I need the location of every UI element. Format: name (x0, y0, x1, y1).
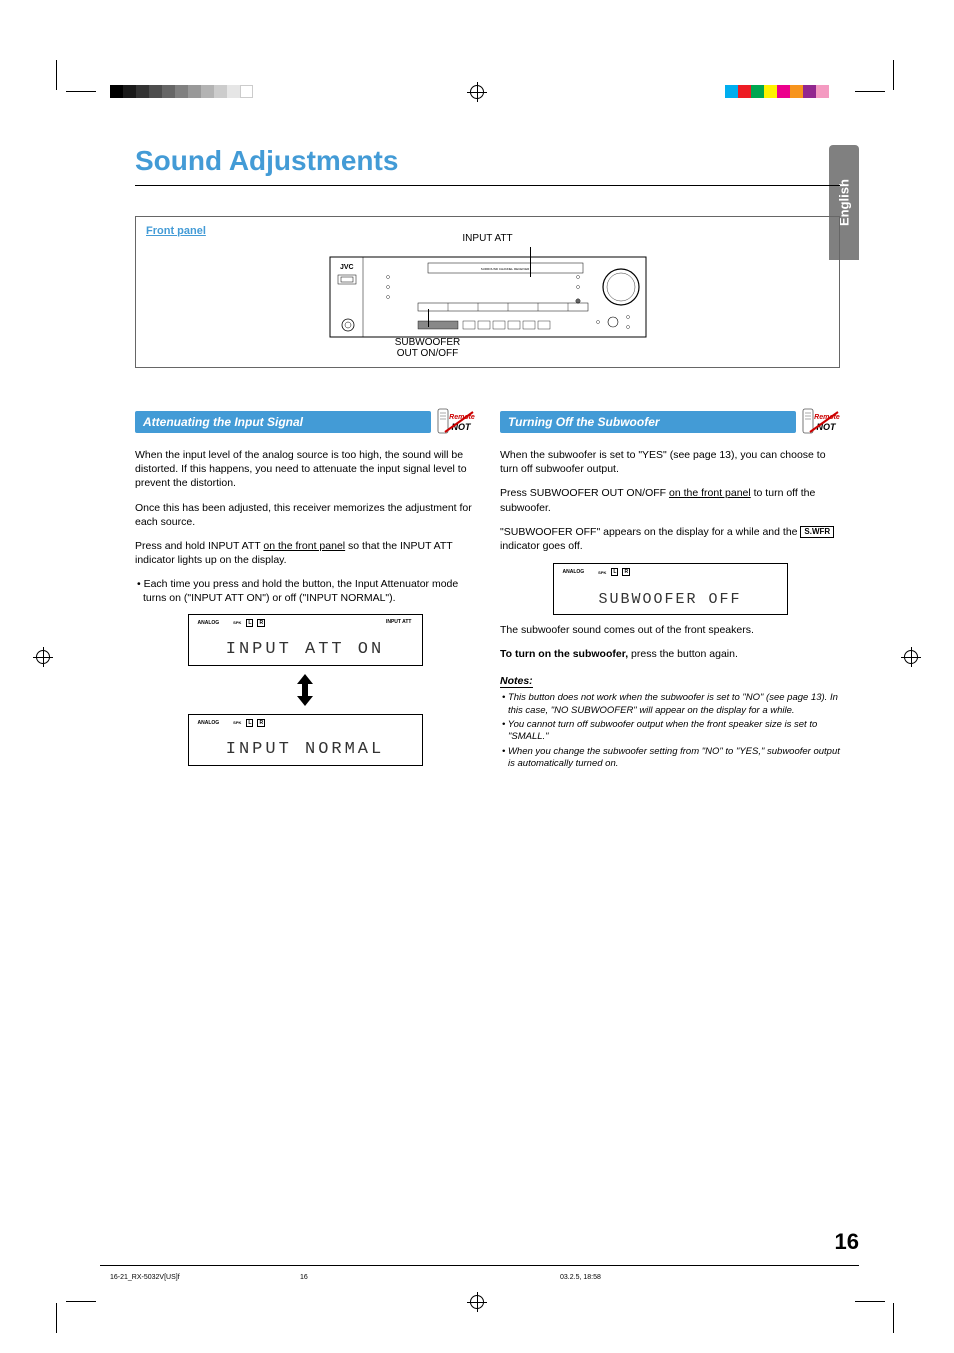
content-area: Sound Adjustments Front panel INPUT ATT … (135, 145, 840, 774)
grayscale-bar (110, 85, 253, 98)
receiver-diagram: JVC SURROUND CHANNEL RECEIVER (328, 247, 648, 347)
lcd-analog: ANALOG (197, 620, 221, 626)
section-header: Attenuating the Input Signal Remote NOT (135, 408, 475, 436)
crop-mark (855, 91, 885, 92)
registration-mark (36, 650, 50, 664)
lcd-l: L (611, 568, 618, 576)
callout-subwoofer: SUBWOOFEROUT ON/OFF (395, 337, 461, 359)
lcd-spk: SPK (232, 620, 242, 625)
section-header: Turning Off the Subwoofer Remote NOT (500, 408, 840, 436)
lcd-text: INPUT ATT ON (189, 640, 422, 659)
body-text: When the subwoofer is set to "YES" (see … (500, 448, 840, 476)
section-title-attenuating: Attenuating the Input Signal (135, 411, 431, 433)
crop-mark (66, 1301, 96, 1302)
crop-mark (893, 1303, 894, 1333)
footer-date: 03.2.5, 18:58 (560, 1274, 601, 1281)
note-item: • You cannot turn off subwoofer output w… (500, 719, 840, 744)
registration-mark (470, 1295, 484, 1309)
lcd-analog: ANALOG (562, 569, 586, 575)
lcd-r: R (622, 568, 630, 576)
footer-rule (100, 1265, 859, 1266)
footer-filename: 16-21_RX-5032V[US]f (110, 1274, 180, 1281)
page-title: Sound Adjustments (135, 145, 840, 177)
page: English Sound Adjustments Front panel IN… (0, 0, 954, 1353)
lcd-l: L (246, 619, 253, 627)
note-item: • This button does not work when the sub… (500, 692, 840, 717)
remote-not-badge: Remote NOT (437, 408, 475, 436)
bullet-text: • Each time you press and hold the butto… (135, 577, 475, 605)
crop-mark (66, 91, 96, 92)
title-rule (135, 185, 840, 186)
crop-mark (893, 60, 894, 90)
section-title-subwoofer: Turning Off the Subwoofer (500, 411, 796, 433)
body-text: When the input level of the analog sourc… (135, 448, 475, 491)
note-item: • When you change the subwoofer setting … (500, 746, 840, 771)
lcd-text: INPUT NORMAL (189, 740, 422, 759)
lcd-spk: SPK (597, 570, 607, 575)
double-arrow-icon (295, 674, 315, 706)
svg-text:SURROUND CHANNEL RECEIVER: SURROUND CHANNEL RECEIVER (480, 267, 529, 271)
lcd-display-2: ANALOG SPK L R INPUT NORMAL (188, 714, 423, 766)
svg-text:JVC: JVC (340, 264, 354, 271)
callout-input-att: INPUT ATT (462, 233, 512, 244)
body-text: To turn on the subwoofer, press the butt… (500, 647, 840, 661)
svg-text:NOT: NOT (452, 422, 473, 432)
swfr-indicator: S.WFR (800, 526, 834, 539)
remote-not-badge: Remote NOT (802, 408, 840, 436)
body-text: Once this has been adjusted, this receiv… (135, 501, 475, 529)
footer-page: 16 (300, 1274, 308, 1281)
lcd-text: SUBWOOFER OFF (554, 591, 787, 608)
lcd-display-1: ANALOG SPK L R INPUT ATT INPUT ATT ON (188, 614, 423, 666)
callout-line (428, 309, 429, 327)
lcd-display-sub: ANALOG SPK L R SUBWOOFER OFF (553, 563, 788, 615)
front-panel-box: Front panel INPUT ATT JVC SURROUND CHANN… (135, 216, 840, 368)
body-text: "SUBWOOFER OFF" appears on the display f… (500, 525, 840, 553)
right-column: Turning Off the Subwoofer Remote NOT (500, 408, 840, 774)
body-text: The subwoofer sound comes out of the fro… (500, 623, 840, 637)
lcd-analog: ANALOG (197, 720, 221, 726)
lcd-spk: SPK (232, 720, 242, 725)
crop-mark (56, 1303, 57, 1333)
page-number: 16 (835, 1229, 859, 1255)
notes-heading: Notes: (500, 675, 533, 688)
lcd-r: R (257, 619, 265, 627)
lcd-r: R (257, 719, 265, 727)
body-text: Press and hold INPUT ATT on the front pa… (135, 539, 475, 567)
body-text: Press SUBWOOFER OUT ON/OFF on the front … (500, 486, 840, 514)
callout-line (530, 247, 531, 277)
lcd-l: L (246, 719, 253, 727)
crop-mark (855, 1301, 885, 1302)
lcd-input-att-indicator: INPUT ATT (386, 619, 412, 625)
crop-mark (56, 60, 57, 90)
registration-mark (904, 650, 918, 664)
svg-text:NOT: NOT (817, 422, 838, 432)
left-column: Attenuating the Input Signal Remote NOT (135, 408, 475, 774)
color-bar (725, 85, 829, 98)
columns: Attenuating the Input Signal Remote NOT (135, 408, 840, 774)
registration-mark (470, 85, 484, 99)
